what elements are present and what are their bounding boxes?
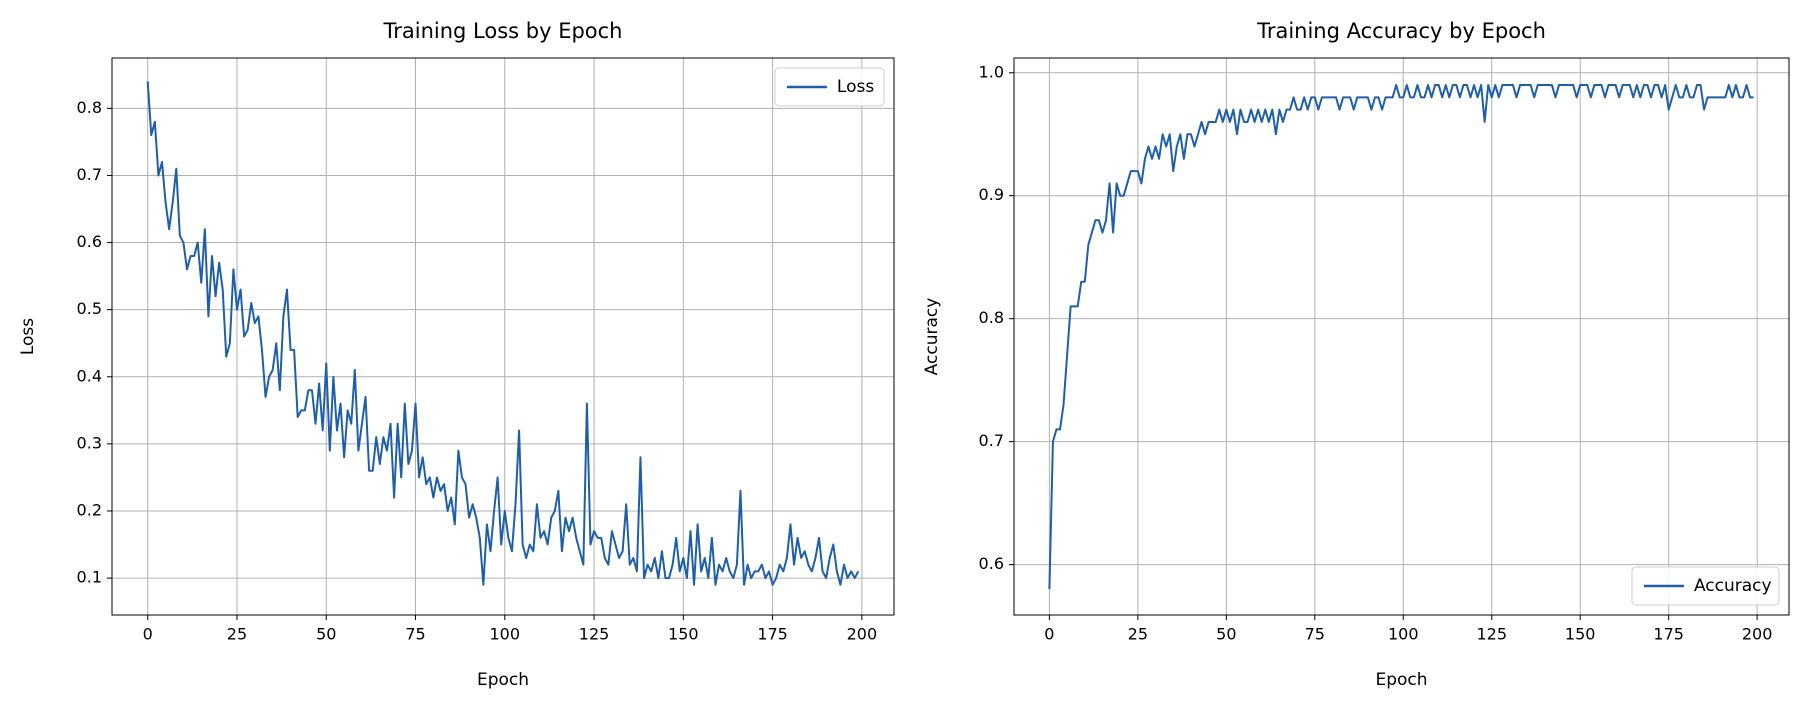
chart-title: Training Loss by Epoch — [382, 19, 622, 43]
plot-frame — [1013, 57, 1790, 616]
x-tick-label: 150 — [668, 625, 699, 644]
data-line — [1048, 84, 1754, 590]
x-tick-label: 200 — [847, 625, 878, 644]
x-tick-label: 75 — [1305, 625, 1325, 644]
legend: Accuracy — [1643, 576, 1772, 596]
legend-box — [1631, 566, 1780, 606]
x-tick-label: 150 — [1565, 625, 1596, 644]
x-tick-label: 0 — [143, 625, 153, 644]
x-tick-label: 50 — [1216, 625, 1236, 644]
legend-label: Loss — [837, 77, 874, 97]
y-axis-label: Accuracy — [922, 298, 942, 376]
x-axis-label: Epoch — [1375, 670, 1427, 690]
y-tick-label: 0.9 — [979, 185, 1004, 204]
x-tick-label: 25 — [227, 625, 247, 644]
x-tick-label: 125 — [1476, 625, 1507, 644]
y-tick-label: 0.6 — [979, 554, 1004, 573]
y-tick-label: 0.8 — [77, 98, 102, 117]
y-tick-label: 1.0 — [979, 62, 1004, 81]
x-tick-label: 200 — [1742, 625, 1773, 644]
y-tick-label: 0.8 — [979, 308, 1004, 327]
y-tick-label: 0.4 — [77, 366, 102, 385]
y-tick-label: 0.1 — [77, 568, 102, 587]
x-axis-label: Epoch — [477, 670, 529, 690]
y-tick-label: 0.7 — [77, 165, 102, 184]
y-axis-label: Loss — [18, 318, 38, 355]
x-tick-label: 25 — [1128, 625, 1148, 644]
y-tick-label: 0.3 — [77, 433, 102, 452]
chart-title: Training Accuracy by Epoch — [1256, 19, 1546, 43]
legend-label: Accuracy — [1694, 576, 1772, 596]
x-tick-label: 100 — [490, 625, 521, 644]
data-line — [146, 81, 860, 586]
x-tick-label: 50 — [316, 625, 336, 644]
x-tick-label: 175 — [1653, 625, 1684, 644]
x-tick-label: 100 — [1388, 625, 1419, 644]
x-tick-label: 125 — [579, 625, 610, 644]
y-tick-label: 0.7 — [979, 431, 1004, 450]
x-tick-label: 175 — [757, 625, 788, 644]
y-tick-label: 0.2 — [77, 500, 102, 519]
legend-box — [774, 67, 885, 107]
y-tick-label: 0.6 — [77, 232, 102, 251]
plot-frame — [111, 57, 895, 616]
x-tick-label: 0 — [1044, 625, 1054, 644]
y-tick-label: 0.5 — [77, 299, 102, 318]
x-tick-label: 75 — [405, 625, 425, 644]
legend: Loss — [786, 77, 874, 97]
